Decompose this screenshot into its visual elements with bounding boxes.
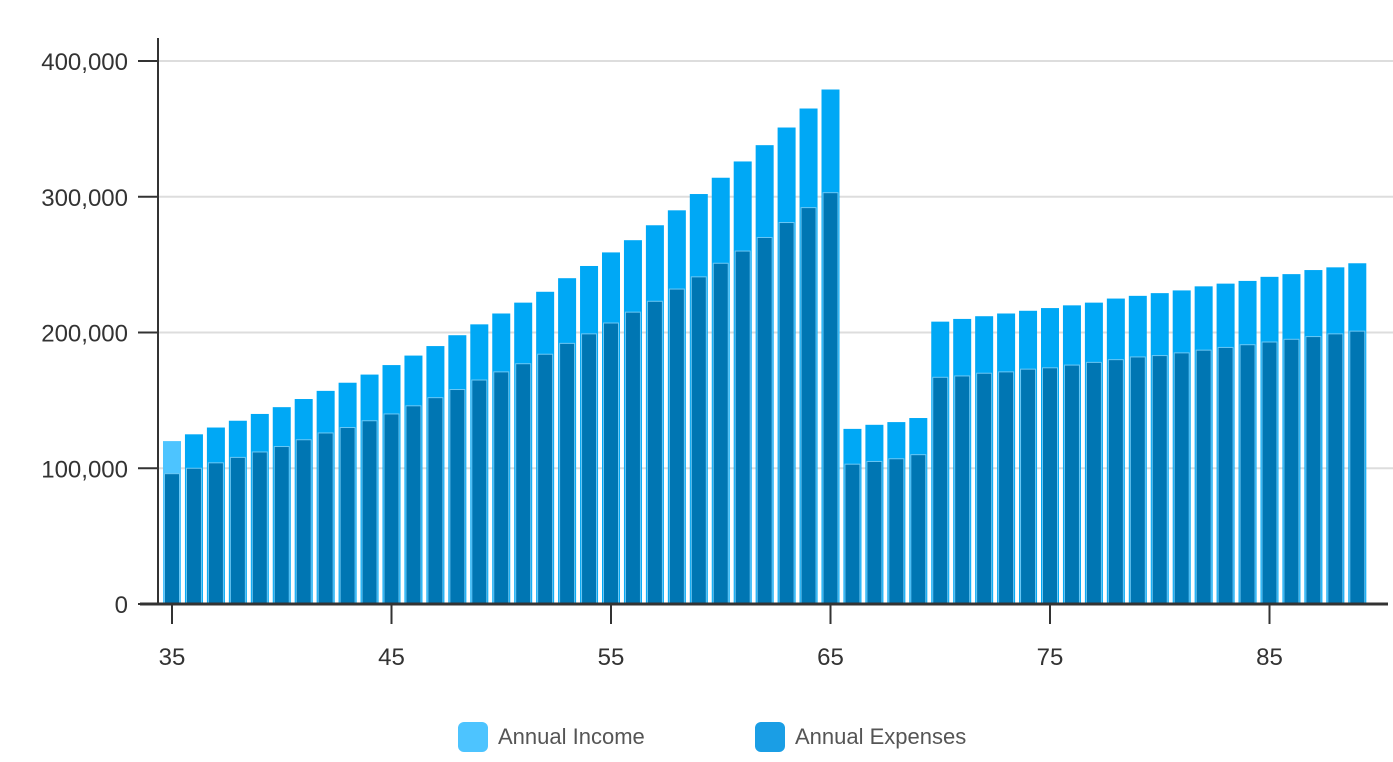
expense-bar[interactable]: [581, 333, 598, 605]
x-tick-label: 55: [598, 644, 625, 671]
expense-bar[interactable]: [1283, 338, 1300, 605]
legend-swatch-expenses: [755, 722, 785, 752]
legend-label-income: Annual Income: [498, 724, 645, 749]
tick-labels: 0 100,000 200,000 300,000 400,000 35 45 55 65 75 8…: [41, 49, 1283, 671]
expense-bar[interactable]: [273, 446, 290, 605]
legend-item-income[interactable]: Annual Income: [458, 722, 645, 752]
axes: [138, 38, 1388, 624]
expense-bar[interactable]: [976, 372, 993, 605]
x-tick-label: 65: [817, 644, 844, 671]
expense-bar[interactable]: [866, 460, 883, 605]
expense-bar[interactable]: [932, 376, 949, 605]
expense-bar[interactable]: [405, 405, 422, 605]
expense-bar[interactable]: [1239, 344, 1256, 605]
expense-bar[interactable]: [1305, 336, 1322, 605]
expense-bar[interactable]: [427, 397, 444, 605]
expense-bar[interactable]: [734, 250, 751, 605]
legend-item-expenses[interactable]: Annual Expenses: [755, 722, 966, 752]
expense-bar[interactable]: [624, 311, 641, 605]
expense-bar[interactable]: [778, 222, 795, 605]
expense-bar[interactable]: [361, 420, 378, 605]
expense-bar[interactable]: [537, 353, 554, 605]
expense-bar[interactable]: [1020, 368, 1037, 605]
expense-bar[interactable]: [295, 439, 312, 605]
x-tick-label: 85: [1256, 644, 1283, 671]
expense-bar[interactable]: [383, 413, 400, 605]
expense-bar[interactable]: [1195, 349, 1212, 605]
y-tick-label: 100,000: [41, 456, 128, 483]
expense-bar[interactable]: [690, 276, 707, 605]
expense-bar[interactable]: [1327, 333, 1344, 605]
bars: [163, 89, 1367, 605]
expense-bar[interactable]: [1173, 352, 1190, 605]
legend: Annual Income Annual Expenses: [0, 722, 1393, 762]
expense-bar[interactable]: [888, 458, 905, 605]
expense-bar[interactable]: [317, 432, 334, 605]
expense-bar[interactable]: [910, 454, 927, 605]
x-tick-label: 75: [1037, 644, 1064, 671]
expense-bar[interactable]: [207, 462, 224, 605]
expense-bar[interactable]: [1217, 346, 1234, 605]
expense-bar[interactable]: [339, 427, 356, 605]
expense-bar[interactable]: [1349, 330, 1366, 605]
expense-bar[interactable]: [449, 389, 466, 605]
expense-bar[interactable]: [844, 463, 861, 605]
expense-bar[interactable]: [756, 236, 773, 605]
expense-bar[interactable]: [251, 451, 268, 605]
expense-bar[interactable]: [1261, 341, 1278, 605]
y-tick-label: 0: [115, 592, 128, 619]
expense-bar[interactable]: [515, 363, 532, 605]
expense-bar[interactable]: [668, 288, 685, 605]
expense-bar[interactable]: [712, 262, 729, 605]
expense-bar[interactable]: [493, 371, 510, 605]
expense-bar[interactable]: [164, 473, 180, 605]
expense-bar[interactable]: [185, 467, 202, 605]
expense-bar[interactable]: [998, 371, 1015, 605]
legend-label-expenses: Annual Expenses: [795, 724, 967, 749]
expense-bar[interactable]: [1129, 356, 1146, 605]
expense-bar[interactable]: [822, 192, 839, 605]
x-tick-label: 35: [159, 644, 186, 671]
y-tick-label: 200,000: [41, 321, 128, 348]
expense-bar[interactable]: [1063, 364, 1080, 605]
expense-bar[interactable]: [800, 207, 817, 605]
expense-bar[interactable]: [603, 322, 619, 605]
expense-bar[interactable]: [1042, 367, 1058, 605]
x-tick-label: 45: [378, 644, 405, 671]
expense-bar[interactable]: [646, 300, 663, 605]
expense-bar[interactable]: [1107, 359, 1124, 605]
y-tick-label: 300,000: [41, 185, 128, 212]
legend-swatch-income: [458, 722, 488, 752]
expense-bar[interactable]: [471, 379, 488, 605]
expense-bar[interactable]: [1085, 361, 1102, 605]
expense-bar[interactable]: [954, 375, 971, 605]
expense-bar[interactable]: [1151, 355, 1168, 605]
expense-bar[interactable]: [229, 456, 246, 605]
expense-bar[interactable]: [559, 342, 576, 605]
y-tick-label: 400,000: [41, 49, 128, 76]
